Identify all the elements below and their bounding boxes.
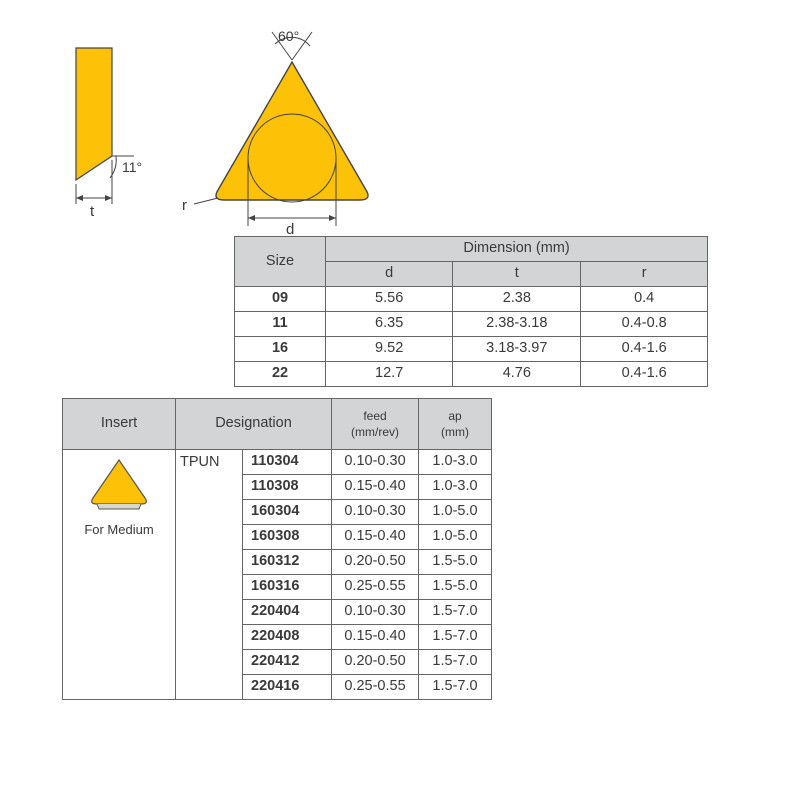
insert-diagrams: 11° t 60° r [60, 30, 400, 230]
side-profile-shape [76, 48, 112, 180]
dim-header-size: Size [235, 237, 326, 287]
dim-col-r: r [581, 262, 708, 287]
main-header-feed: feed (mm/rev) [332, 399, 419, 450]
insert-image-cell: For Medium [63, 450, 176, 700]
table-row: 09 5.56 2.38 0.4 [235, 287, 708, 312]
dim-header-dimension: Dimension (mm) [326, 237, 708, 262]
triangle-shape [216, 62, 368, 200]
table-row: 11 6.35 2.38-3.18 0.4-0.8 [235, 312, 708, 337]
dim-col-t: t [453, 262, 581, 287]
designation-table: Insert Designation feed (mm/rev) ap (mm)… [62, 398, 492, 700]
table-row: 16 9.52 3.18-3.97 0.4-1.6 [235, 337, 708, 362]
table-row: For Medium TPUN 110304 0.10-0.30 1.0-3.0 [63, 450, 492, 475]
t-label: t [90, 203, 95, 220]
desig-prefix-cell: TPUN [176, 450, 243, 700]
main-header-ap: ap (mm) [419, 399, 492, 450]
table-row: 22 12.7 4.76 0.4-1.6 [235, 362, 708, 387]
main-header-designation: Designation [176, 399, 332, 450]
insert-caption: For Medium [71, 521, 167, 539]
angle-11-label: 11° [122, 159, 142, 175]
insert-icon [83, 454, 155, 512]
diagram-svg: 11° t 60° r [60, 30, 420, 240]
main-header-insert: Insert [63, 399, 176, 450]
angle-60-label: 60° [278, 30, 299, 44]
dim-col-d: d [326, 262, 453, 287]
r-label: r [182, 197, 187, 214]
dimension-table: Size Dimension (mm) d t r 09 5.56 2.38 0… [234, 236, 708, 387]
